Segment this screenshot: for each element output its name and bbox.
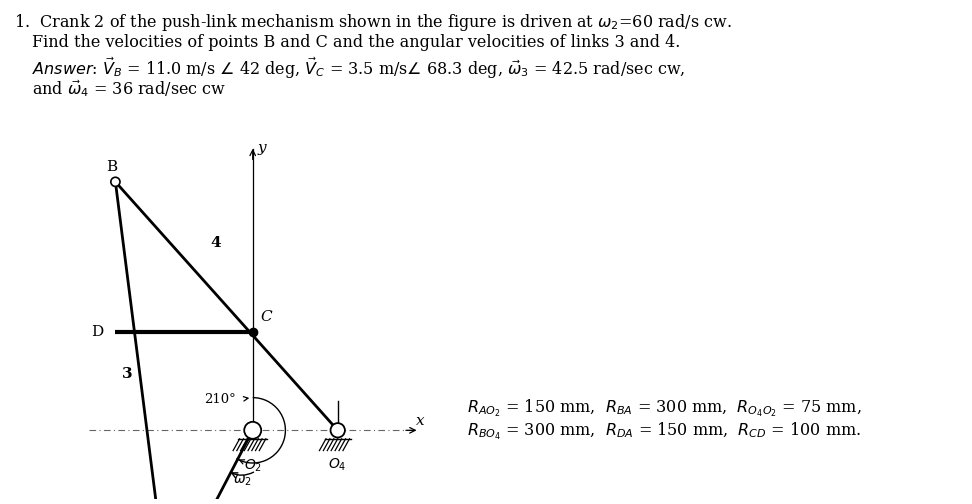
Text: $R_{BO_4}$ = 300 mm,  $R_{DA}$ = 150 mm,  $R_{CD}$ = 100 mm.: $R_{BO_4}$ = 300 mm, $R_{DA}$ = 150 mm, … xyxy=(467,420,861,442)
Circle shape xyxy=(330,423,345,437)
Text: y: y xyxy=(258,142,266,155)
Text: 4: 4 xyxy=(210,236,221,250)
Text: D: D xyxy=(91,325,104,339)
Text: $\omega_2$: $\omega_2$ xyxy=(233,474,253,488)
Circle shape xyxy=(111,177,120,186)
Text: C: C xyxy=(260,310,272,325)
Text: $O_2$: $O_2$ xyxy=(244,458,261,474)
Text: x: x xyxy=(416,414,425,428)
Text: 210°: 210° xyxy=(204,393,235,406)
Text: $O_4$: $O_4$ xyxy=(329,457,347,473)
Text: $\mathit{Answer}$: $\vec{V}_B$ = 11.0 m/s $\angle$ 42 deg, $\vec{V}_C$ = 3.5 m/s: $\mathit{Answer}$: $\vec{V}_B$ = 11.0 m/… xyxy=(32,56,685,81)
Text: and $\vec{\omega}_4$ = 36 rad/sec cw: and $\vec{\omega}_4$ = 36 rad/sec cw xyxy=(32,78,226,99)
Circle shape xyxy=(244,422,261,439)
Text: $R_{AO_2}$ = 150 mm,  $R_{BA}$ = 300 mm,  $R_{O_4O_2}$ = 75 mm,: $R_{AO_2}$ = 150 mm, $R_{BA}$ = 300 mm, … xyxy=(467,397,861,419)
Text: B: B xyxy=(107,160,118,174)
Text: Find the velocities of points B and C and the angular velocities of links 3 and : Find the velocities of points B and C an… xyxy=(32,34,680,51)
Text: 1.  Crank 2 of the push-link mechanism shown in the figure is driven at $\omega_: 1. Crank 2 of the push-link mechanism sh… xyxy=(14,12,732,33)
Text: 3: 3 xyxy=(122,367,132,381)
